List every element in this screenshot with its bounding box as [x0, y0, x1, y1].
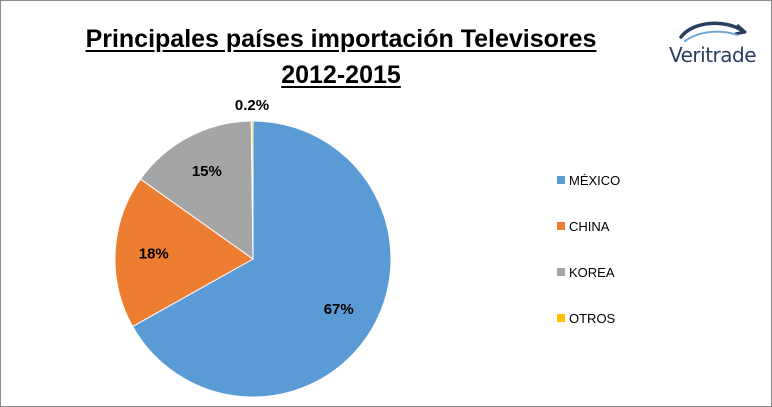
legend: MÉXICO CHINA KOREA OTROS: [557, 157, 620, 341]
legend-swatch: [557, 268, 565, 276]
title-line-2: 2012-2015: [281, 61, 401, 89]
pie-slice-korea: [139, 120, 254, 260]
legend-item-mexico: MÉXICO: [557, 157, 620, 203]
legend-label: MÉXICO: [569, 172, 621, 188]
legend-item-china: CHINA: [557, 203, 620, 249]
data-label-mexico: 67%: [324, 301, 354, 318]
logo-swoosh-icon: [679, 21, 747, 42]
legend-item-otros: OTROS: [557, 295, 620, 341]
title-line-1: Principales países importación Televisor…: [85, 25, 597, 53]
legend-label: KOREA: [569, 264, 615, 280]
legend-label: CHINA: [569, 218, 610, 234]
legend-label: OTROS: [569, 310, 616, 326]
data-label-china: 18%: [139, 246, 169, 263]
pie-slice-china: [114, 178, 254, 328]
legend-swatch: [557, 314, 565, 322]
pie-slice-mexico: [131, 120, 392, 398]
pie-slice-otros: [250, 120, 254, 260]
data-label-korea: 15%: [192, 163, 222, 180]
veritrade-logo: Veritrade: [663, 15, 772, 75]
legend-swatch: [557, 176, 565, 184]
logo-text: Veritrade: [669, 43, 757, 67]
chart-title: Principales países importación Televisor…: [61, 21, 621, 93]
data-label-otros: 0.2%: [235, 97, 269, 114]
legend-swatch: [557, 222, 565, 230]
legend-item-korea: KOREA: [557, 249, 620, 295]
